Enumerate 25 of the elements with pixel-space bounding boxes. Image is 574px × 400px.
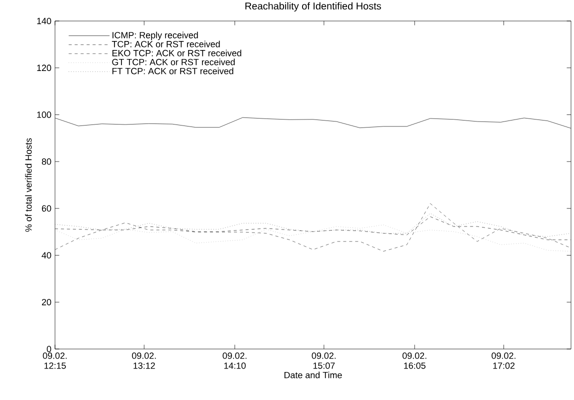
line-series <box>55 224 572 252</box>
x-axis-title: Date and Time <box>284 372 342 378</box>
legend-label: ICMP: Reply received <box>112 32 198 40</box>
line-series <box>55 216 572 240</box>
y-tick-label: 100 <box>37 112 52 118</box>
legend-label: TCP: ACK or RST received <box>112 40 220 48</box>
y-tick-label: 20 <box>42 298 52 306</box>
y-tick-label: 140 <box>37 18 52 24</box>
legend-label: FT TCP: ACK or RST received <box>112 68 234 74</box>
legend-label: GT TCP: ACK or RST received <box>112 58 235 66</box>
legend-label: EKO TCP: ACK or RST received <box>112 50 242 56</box>
y-axis-title: % of total verified Hosts <box>25 138 32 232</box>
y-tick-label: 120 <box>37 64 52 72</box>
x-tick-label: 09.02. 13:12 <box>132 352 156 369</box>
x-tick-label: 09.02. 17:02 <box>492 352 516 369</box>
x-tick-label: 09.02. 15:07 <box>312 352 336 369</box>
x-tick-label: 09.02. 16:05 <box>402 352 426 369</box>
line-series <box>55 117 572 128</box>
y-tick-label: 80 <box>42 158 52 165</box>
chart-title: Reachability of Identified Hosts <box>245 2 382 12</box>
y-tick-label: 60 <box>42 205 52 212</box>
x-tick-label: 09.02. 14:10 <box>222 352 246 369</box>
y-tick-label: 40 <box>42 252 52 258</box>
x-tick-label: 09.02. 12:15 <box>42 352 67 369</box>
y-tick-label: 0 <box>46 346 52 352</box>
